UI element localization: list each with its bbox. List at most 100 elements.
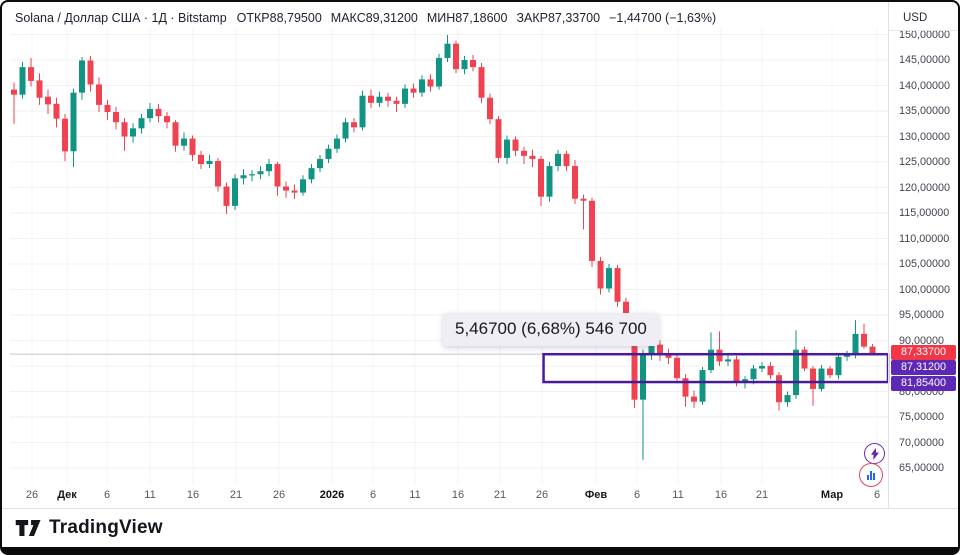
candle-down[interactable] — [478, 67, 485, 98]
candle-up[interactable] — [79, 60, 85, 93]
candle-up[interactable] — [266, 164, 272, 172]
candle-up[interactable] — [70, 92, 77, 152]
candle-up[interactable] — [504, 139, 510, 158]
candle-up[interactable] — [793, 349, 799, 396]
candle-down[interactable] — [716, 349, 723, 362]
candle-down[interactable] — [62, 118, 68, 152]
candle-down[interactable] — [810, 368, 816, 389]
candle-up[interactable] — [359, 95, 366, 128]
candle-up[interactable] — [546, 166, 553, 197]
candle-up[interactable] — [606, 268, 612, 289]
candle-up[interactable] — [818, 368, 825, 389]
candle-down[interactable] — [869, 346, 876, 355]
candle-down[interactable] — [121, 122, 128, 137]
candle-down[interactable] — [470, 60, 476, 68]
candle-down[interactable] — [223, 186, 230, 206]
candle-down[interactable] — [385, 96, 391, 101]
candle-down[interactable] — [198, 154, 204, 165]
candle-down[interactable] — [36, 80, 43, 98]
candle-up[interactable] — [640, 353, 646, 400]
candle-down[interactable] — [691, 396, 697, 402]
candle-down[interactable] — [776, 375, 782, 403]
candle-down[interactable] — [733, 359, 740, 383]
candle-down[interactable] — [215, 160, 221, 187]
candle-down[interactable] — [274, 164, 281, 187]
candle-up[interactable] — [759, 366, 765, 369]
candle-up[interactable] — [334, 138, 340, 149]
candle-up[interactable] — [300, 179, 306, 193]
candle-up[interactable] — [436, 57, 442, 87]
candle-down[interactable] — [801, 349, 808, 369]
candle-up[interactable] — [308, 168, 315, 180]
candle-up[interactable] — [19, 67, 26, 95]
candle-down[interactable] — [572, 166, 578, 199]
candle-down[interactable] — [512, 139, 519, 151]
candle-up[interactable] — [325, 148, 332, 159]
candle-up[interactable] — [232, 178, 238, 206]
candlestick-chart[interactable] — [2, 2, 958, 547]
symbol-title[interactable]: Solana / Доллар США · 1Д · Bitstamp — [15, 11, 227, 25]
candle-down[interactable] — [529, 155, 536, 159]
candle-down[interactable] — [597, 260, 604, 289]
candle-down[interactable] — [393, 100, 400, 104]
candle-down[interactable] — [589, 200, 595, 261]
candle-up[interactable] — [342, 122, 349, 139]
chart-legend[interactable]: Solana / Доллар США · 1Д · Bitstamp ОТКР8… — [15, 11, 725, 25]
candle-down[interactable] — [427, 79, 434, 87]
candle-down[interactable] — [674, 357, 680, 379]
candle-down[interactable] — [563, 153, 570, 167]
candle-down[interactable] — [861, 333, 867, 347]
candle-down[interactable] — [351, 122, 357, 128]
candle-up[interactable] — [147, 108, 153, 119]
candle-up[interactable] — [444, 43, 451, 58]
candle-up[interactable] — [750, 368, 757, 380]
candle-up[interactable] — [317, 158, 323, 169]
candle-down[interactable] — [368, 95, 374, 103]
candle-up[interactable] — [181, 138, 187, 146]
candle-down[interactable] — [614, 268, 621, 302]
candle-up[interactable] — [835, 356, 842, 376]
candle-down[interactable] — [28, 67, 34, 81]
candle-down[interactable] — [580, 198, 587, 201]
candle-down[interactable] — [521, 150, 527, 156]
candle-up[interactable] — [419, 79, 425, 93]
candle-up[interactable] — [402, 88, 408, 104]
candle-down[interactable] — [189, 138, 196, 155]
candle-down[interactable] — [665, 353, 672, 358]
candle-down[interactable] — [410, 88, 417, 93]
candle-down[interactable] — [113, 112, 119, 123]
candle-down[interactable] — [495, 119, 502, 158]
candle-down[interactable] — [767, 366, 774, 376]
candle-down[interactable] — [45, 96, 51, 105]
candle-up[interactable] — [138, 118, 145, 129]
candle-down[interactable] — [172, 122, 179, 146]
candle-down[interactable] — [104, 104, 111, 113]
candle-up[interactable] — [130, 128, 136, 137]
candle-down[interactable] — [453, 43, 459, 70]
tradingview-attribution[interactable]: TradingView — [15, 517, 163, 539]
candle-up[interactable] — [708, 349, 714, 371]
candle-down[interactable] — [283, 186, 289, 191]
candle-up[interactable] — [461, 60, 468, 70]
candle-down[interactable] — [657, 344, 663, 354]
candle-up[interactable] — [555, 153, 561, 167]
candle-up[interactable] — [257, 171, 264, 175]
candle-up[interactable] — [725, 359, 731, 362]
candle-up[interactable] — [742, 379, 748, 383]
candle-down[interactable] — [53, 103, 60, 119]
candle-up[interactable] — [240, 175, 247, 179]
candle-up[interactable] — [376, 96, 383, 103]
candle-up[interactable] — [852, 333, 859, 354]
idea-badge[interactable] — [859, 463, 883, 487]
candle-down[interactable] — [155, 108, 162, 117]
candle-down[interactable] — [631, 329, 638, 400]
candle-down[interactable] — [164, 116, 170, 123]
candle-up[interactable] — [699, 370, 706, 402]
candle-up[interactable] — [784, 395, 791, 403]
candle-down[interactable] — [538, 158, 544, 197]
candle-up[interactable] — [648, 344, 655, 354]
candle-up[interactable] — [206, 160, 213, 165]
candle-down[interactable] — [11, 89, 17, 95]
candle-up[interactable] — [249, 174, 255, 176]
candle-down[interactable] — [87, 60, 94, 85]
